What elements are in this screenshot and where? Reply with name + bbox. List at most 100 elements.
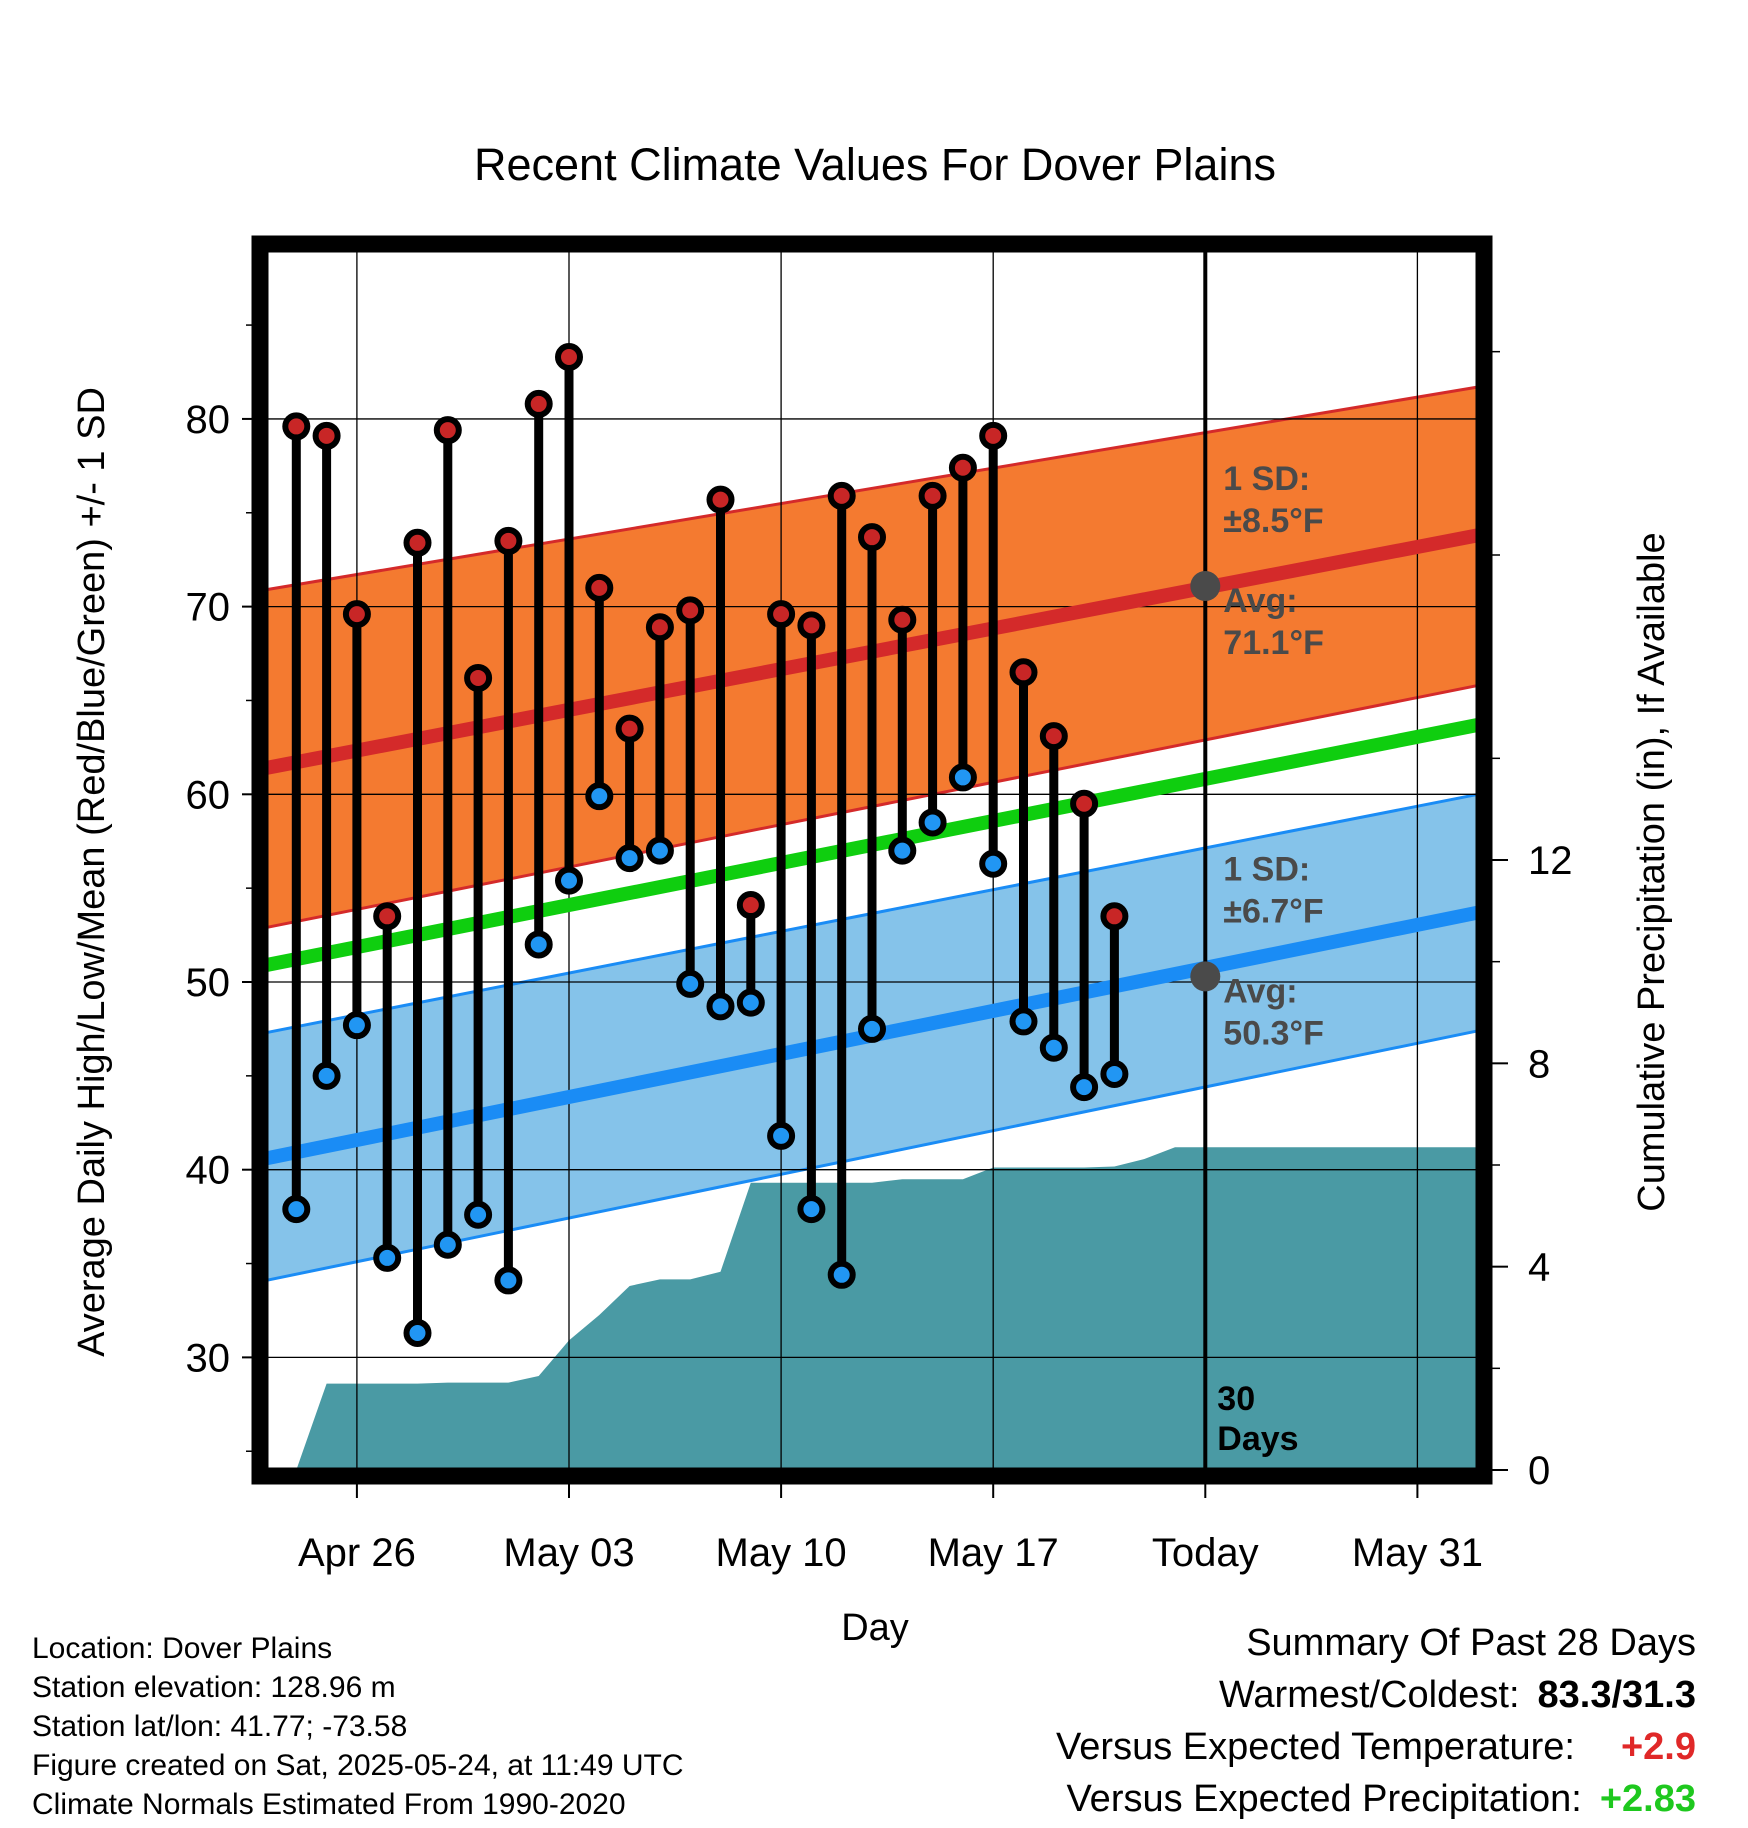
- summary-title: Summary Of Past 28 Days: [1246, 1622, 1696, 1664]
- daily-high-point: [1070, 789, 1099, 818]
- daily-low-point: [403, 1318, 432, 1347]
- y-tick-label: 50: [186, 961, 231, 1005]
- summary-temp-label: Versus Expected Temperature:: [1056, 1726, 1575, 1768]
- meta-normals: Climate Normals Estimated From 1990-2020: [32, 1788, 626, 1821]
- daily-low-point: [797, 1195, 826, 1224]
- daily-high-point: [524, 389, 553, 418]
- daily-high-point: [827, 481, 856, 510]
- today-days-label-line: 30: [1217, 1380, 1255, 1418]
- axes: 30 40 50 60 70 80 0 4 8 12 Apr 26 May 03 May 10 May 1…: [186, 324, 1573, 1575]
- daily-low-point: [494, 1266, 523, 1295]
- x-tick-label: Apr 26: [298, 1531, 416, 1575]
- x-tick-label: May 17: [928, 1531, 1059, 1575]
- daily-high-point: [615, 714, 644, 743]
- today-marker: 30 Days: [1203, 250, 1299, 1470]
- y-tick-label: 70: [186, 586, 231, 630]
- y-tick-label: 40: [186, 1149, 231, 1193]
- precipitation-area: [296, 1147, 1478, 1470]
- low-annotation-line: Avg:: [1223, 972, 1297, 1010]
- daily-values: [282, 342, 1129, 1347]
- y2-tick-label: 4: [1528, 1246, 1550, 1290]
- daily-high-point: [858, 523, 886, 552]
- daily-low-point: [282, 1195, 311, 1224]
- low-annotation-line: ±6.7°F: [1223, 892, 1323, 930]
- today-days-label-line: Days: [1217, 1420, 1298, 1458]
- daily-low-point: [615, 844, 644, 873]
- x-tick-label: Today: [1152, 1531, 1259, 1575]
- meta-created: Figure created on Sat, 2025-05-24, at 11…: [32, 1749, 684, 1782]
- summary-precip-label: Versus Expected Precipitation:: [1066, 1778, 1582, 1820]
- daily-high-point: [494, 526, 523, 555]
- daily-low-point: [676, 969, 705, 998]
- summary-warmest-row: Warmest/Coldest: 83.3/31.3: [1219, 1674, 1696, 1717]
- daily-high-point: [373, 902, 402, 931]
- chart-title: Recent Climate Values For Dover Plains: [474, 139, 1276, 190]
- y2-axis-label: Cumulative Precipitation (in), If Availa…: [1631, 532, 1673, 1211]
- daily-high-point: [767, 600, 796, 629]
- precip-area: [296, 1147, 1478, 1470]
- summary-precip-row: Versus Expected Precipitation: +2.83: [1066, 1778, 1696, 1821]
- daily-low-point: [767, 1121, 796, 1150]
- daily-high-point: [948, 453, 977, 482]
- annotations: 1 SD: ±8.5°F Avg: 71.1°F 1 SD: ±6.7°F Avg: 50.3…: [1190, 460, 1324, 1052]
- meta-elevation: Station elevation: 128.96 m: [32, 1671, 396, 1704]
- y-axis-label: Average Daily High/Low/Mean (Red/Blue/Gr…: [71, 387, 113, 1357]
- daily-high-point: [645, 613, 674, 642]
- daily-low-point: [464, 1200, 493, 1229]
- x-tick-label: May 31: [1352, 1531, 1483, 1575]
- low-avg-marker: [1190, 961, 1221, 992]
- daily-high-point: [555, 342, 583, 371]
- summary-warmest-label: Warmest/Coldest:: [1218, 1674, 1520, 1716]
- meta-latlon: Station lat/lon: 41.77; -73.58: [32, 1710, 408, 1743]
- high-sd-band-upper-edge: [265, 385, 1479, 592]
- daily-high-point: [706, 485, 735, 514]
- x-tick-label: May 10: [716, 1531, 847, 1575]
- high-annotation-line: 71.1°F: [1223, 624, 1324, 662]
- frame-rect: [251, 235, 1493, 1485]
- high-annotation-line: 1 SD:: [1223, 460, 1310, 498]
- daily-low-point: [585, 782, 614, 811]
- daily-low-point: [918, 808, 947, 837]
- daily-low-point: [373, 1243, 402, 1272]
- daily-low-point: [1100, 1059, 1129, 1088]
- high-avg-marker: [1190, 570, 1221, 601]
- daily-high-point: [1009, 658, 1038, 687]
- plot-frame: [251, 235, 1493, 1485]
- summary-precip-value: +2.83: [1599, 1778, 1696, 1820]
- daily-high-point: [433, 416, 462, 445]
- low-annotation-line: 50.3°F: [1223, 1014, 1324, 1052]
- high-annotation-line: Avg:: [1223, 582, 1297, 620]
- daily-high-point: [282, 412, 311, 441]
- y-tick-label: 80: [186, 398, 231, 442]
- daily-high-point: [342, 600, 371, 629]
- daily-high-point: [312, 421, 341, 450]
- daily-low-point: [555, 866, 583, 895]
- daily-high-point: [1100, 902, 1129, 931]
- summary-temp-row: Versus Expected Temperature: +2.9: [1056, 1726, 1696, 1769]
- y2-tick-label: 8: [1528, 1042, 1550, 1086]
- summary-warmest-value: 83.3/31.3: [1537, 1674, 1696, 1716]
- y-tick-label: 30: [186, 1336, 231, 1380]
- daily-low-point: [1039, 1033, 1068, 1062]
- daily-high-point: [736, 891, 765, 920]
- daily-high-point: [979, 421, 1008, 450]
- y2-tick-label: 0: [1528, 1449, 1550, 1493]
- daily-high-point: [464, 663, 493, 692]
- daily-high-point: [918, 481, 947, 510]
- y-tick-label: 60: [186, 773, 231, 817]
- daily-high-point: [403, 528, 432, 557]
- daily-low-point: [888, 836, 917, 865]
- daily-low-point: [645, 836, 674, 865]
- daily-low-point: [433, 1230, 462, 1259]
- daily-low-point: [1009, 1007, 1038, 1036]
- daily-low-point: [736, 988, 765, 1017]
- low-sd-band-lower-edge: [265, 1029, 1479, 1282]
- daily-low-point: [706, 992, 735, 1021]
- x-axis-label: Day: [841, 1607, 909, 1649]
- daily-low-point: [1070, 1073, 1099, 1102]
- y2-tick-label: 12: [1528, 839, 1573, 883]
- daily-high-point: [1039, 722, 1068, 751]
- daily-low-point: [858, 1014, 886, 1043]
- summary-temp-value: +2.9: [1620, 1726, 1696, 1768]
